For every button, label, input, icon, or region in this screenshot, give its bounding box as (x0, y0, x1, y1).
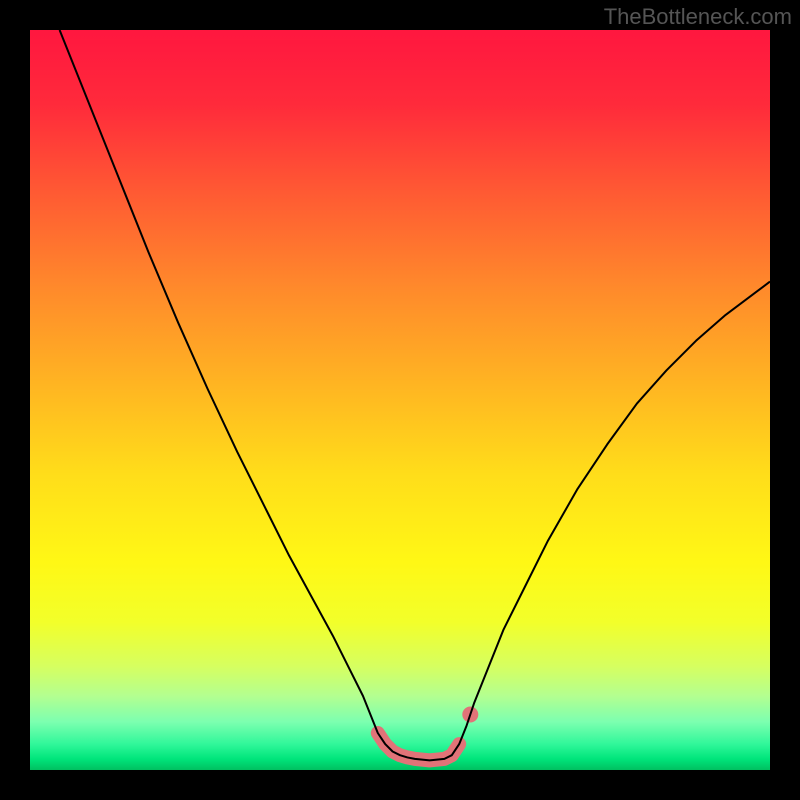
watermark-text: TheBottleneck.com (604, 4, 792, 30)
plot-area (30, 30, 770, 770)
chart-canvas: TheBottleneck.com (0, 0, 800, 800)
chart-svg (0, 0, 800, 800)
